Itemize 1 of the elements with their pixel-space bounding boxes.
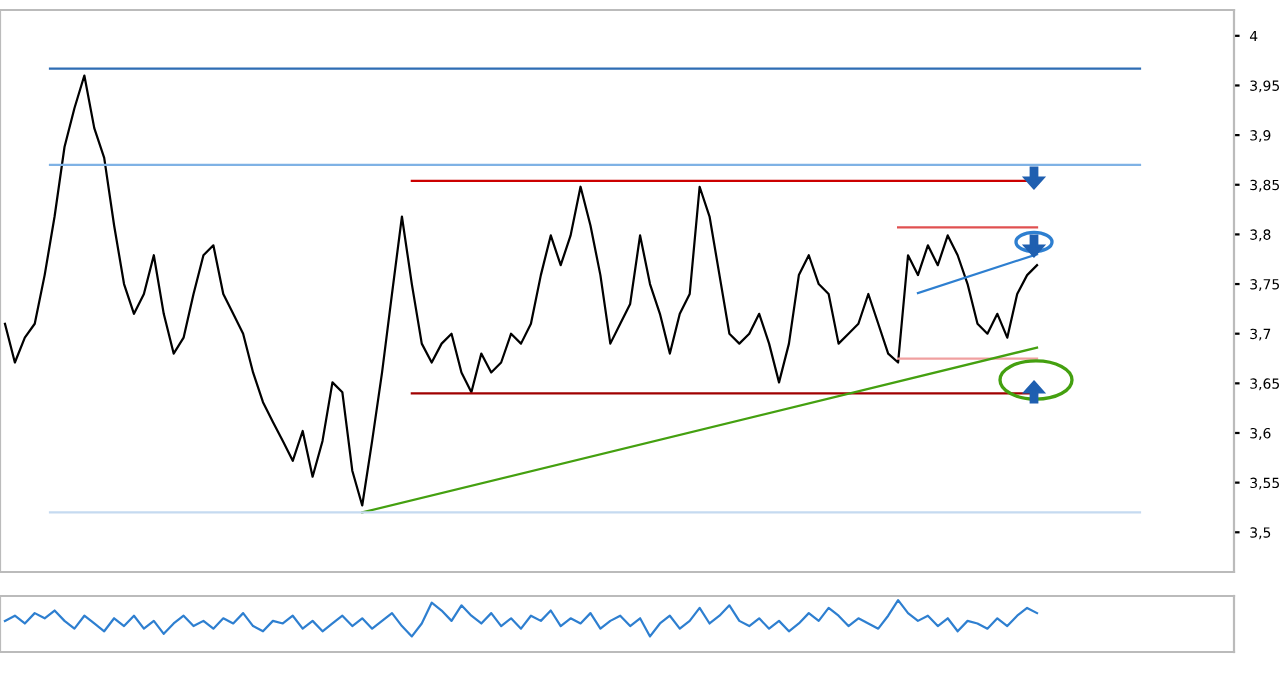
line-series [3, 74, 1039, 507]
